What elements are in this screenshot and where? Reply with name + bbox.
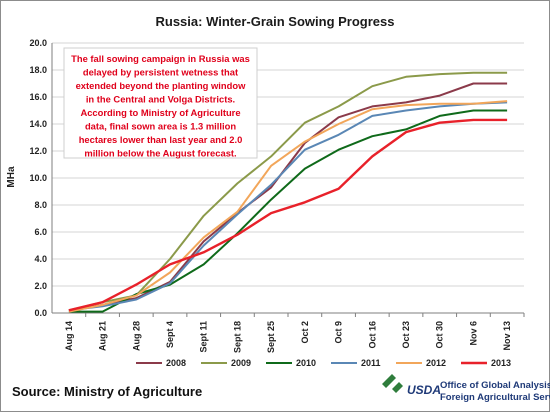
- x-tick-label: Oct 30: [435, 321, 445, 349]
- y-tick-label: 6.0: [34, 227, 47, 237]
- legend-label: 2013: [491, 358, 511, 368]
- annotation-line: in the Central and Volga Districts.: [86, 94, 235, 105]
- y-tick-label: 18.0: [29, 65, 47, 75]
- annotation-line: extended beyond the planting window: [76, 80, 247, 91]
- y-axis-ticks: 0.0 2.0 4.0 6.0 8.0 10.0 12.0 14.0 16.0 18.0 20.0: [29, 38, 47, 318]
- chart-title: Russia: Winter-Grain Sowing Progress: [156, 14, 395, 29]
- usda-logo-text: USDA: [407, 383, 441, 397]
- x-tick-label: Sept 18: [232, 321, 242, 353]
- annotation-background: [63, 47, 258, 159]
- source-caption: Source: Ministry of Agriculture: [12, 384, 202, 399]
- annotation-line: hectares lower than last year and 2.0: [79, 134, 243, 145]
- y-tick-label: 8.0: [34, 200, 47, 210]
- legend-label: 2012: [426, 358, 446, 368]
- y-tick-label: 12.0: [29, 146, 47, 156]
- series-line-2008: [68, 82, 508, 312]
- annotation-line: The fall sowing campaign in Russia was: [71, 53, 250, 64]
- y-tick-label: 14.0: [29, 119, 47, 129]
- y-tick-label: 4.0: [34, 254, 47, 264]
- y-axis-label: MHa: [6, 166, 17, 188]
- x-tick-label: Oct 16: [367, 321, 377, 349]
- legend-label: 2009: [231, 358, 251, 368]
- x-tick-label: Oct 9: [334, 321, 344, 344]
- x-tick-label: Sept 11: [199, 321, 209, 353]
- series-line-2011: [68, 101, 508, 312]
- annotation-line: million below the August forecast.: [84, 148, 236, 159]
- x-tick-label: Aug 14: [64, 321, 74, 351]
- office-line-1: Office of Global Analysis: [440, 380, 550, 391]
- series-line-2009: [68, 71, 508, 312]
- y-tick-label: 10.0: [29, 173, 47, 183]
- office-line-2: Foreign Agricultural Service: [440, 392, 550, 403]
- y-tick-label: 16.0: [29, 92, 47, 102]
- series-line-2013: [68, 118, 508, 312]
- y-tick-label: 0.0: [34, 308, 47, 318]
- x-axis-ticks: Aug 14 Aug 21 Aug 28 Sept 4 Sept 11 Sept 18 Se…: [64, 313, 525, 353]
- annotation-line: data, final sown area is 1.3 million: [85, 121, 236, 132]
- x-tick-label: Aug 28: [131, 321, 141, 351]
- x-tick-label: Oct 23: [401, 321, 411, 349]
- annotation-line: delayed by persistent wetness that: [83, 67, 238, 78]
- x-tick-label: Sept 4: [165, 321, 175, 348]
- series-lines: [68, 71, 508, 313]
- annotation-line: According to Ministry of Agriculture: [80, 107, 240, 118]
- x-tick-label: Oct 2: [300, 321, 310, 344]
- legend-label: 2010: [296, 358, 316, 368]
- x-tick-label: Nov 6: [468, 321, 478, 346]
- x-tick-label: Sept 25: [266, 321, 276, 353]
- usda-badge: USDA Office of Global Analysis Foreign A…: [382, 374, 550, 403]
- legend-label: 2008: [166, 358, 186, 368]
- usda-logo-icon: [382, 374, 403, 393]
- legend: 2008 2009 2010 2011 2012 2013: [136, 358, 511, 368]
- annotation-box: The fall sowing campaign in Russia was d…: [63, 47, 258, 159]
- x-tick-label: Nov 13: [502, 321, 512, 351]
- y-tick-label: 2.0: [34, 281, 47, 291]
- legend-label: 2011: [361, 358, 381, 368]
- series-line-2012: [68, 100, 508, 313]
- annotation-text: The fall sowing campaign in Russia was d…: [71, 53, 250, 159]
- y-tick-label: 20.0: [29, 38, 47, 48]
- x-tick-label: Aug 21: [98, 321, 108, 351]
